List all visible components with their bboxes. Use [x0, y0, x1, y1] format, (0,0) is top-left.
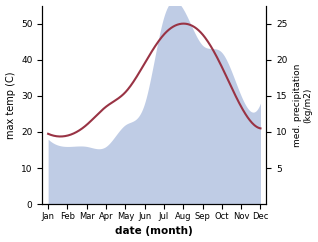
- Y-axis label: max temp (C): max temp (C): [5, 71, 16, 139]
- Y-axis label: med. precipitation
(kg/m2): med. precipitation (kg/m2): [293, 63, 313, 147]
- X-axis label: date (month): date (month): [115, 227, 193, 236]
